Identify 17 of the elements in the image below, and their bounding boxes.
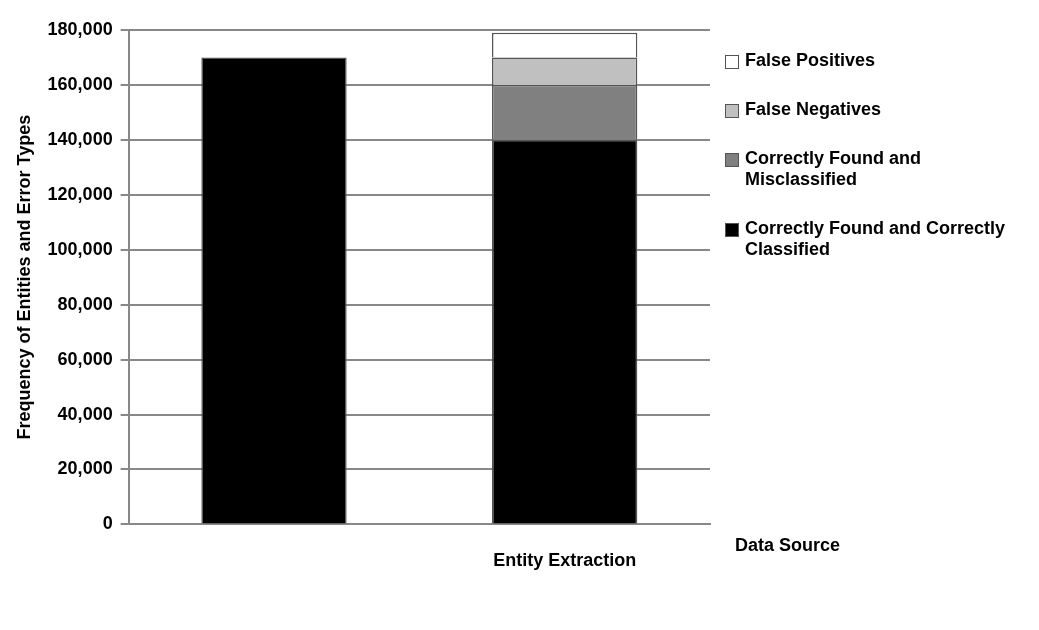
y-tick-label: 20,000 (57, 458, 113, 479)
text: False Positives (745, 50, 876, 71)
y-tick-label: 80,000 (57, 293, 113, 314)
y-tick-label: 60,000 (57, 348, 113, 369)
y-tick-label: 160,000 (47, 73, 113, 94)
legend-label: Correctly Found and Correctly Classified (745, 218, 1007, 260)
y-axis-title: Frequency of Entities and Error Types (13, 114, 34, 440)
y-tick-label: 40,000 (57, 403, 113, 424)
legend-label: False Negatives (745, 99, 882, 120)
y-tick-label: 120,000 (47, 183, 113, 204)
y-tick-label: 180,000 (47, 18, 113, 39)
y-tick-label: 100,000 (47, 238, 113, 259)
legend-label: Correctly Found and Misclassified (745, 148, 922, 190)
y-tick-label: 140,000 (47, 128, 113, 149)
x-axis-title: Data Source (735, 535, 841, 556)
x-tick-label: Entity Extraction (493, 550, 637, 571)
y-tick-label: 0 (102, 513, 113, 534)
